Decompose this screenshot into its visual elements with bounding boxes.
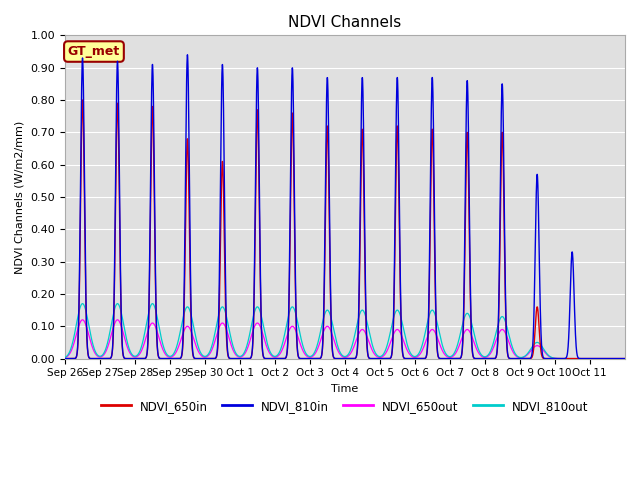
Legend: NDVI_650in, NDVI_810in, NDVI_650out, NDVI_810out: NDVI_650in, NDVI_810in, NDVI_650out, NDV…	[97, 395, 593, 417]
Text: GT_met: GT_met	[68, 45, 120, 58]
X-axis label: Time: Time	[331, 384, 358, 394]
Y-axis label: NDVI Channels (W/m2/mm): NDVI Channels (W/m2/mm)	[15, 120, 25, 274]
Title: NDVI Channels: NDVI Channels	[288, 15, 401, 30]
